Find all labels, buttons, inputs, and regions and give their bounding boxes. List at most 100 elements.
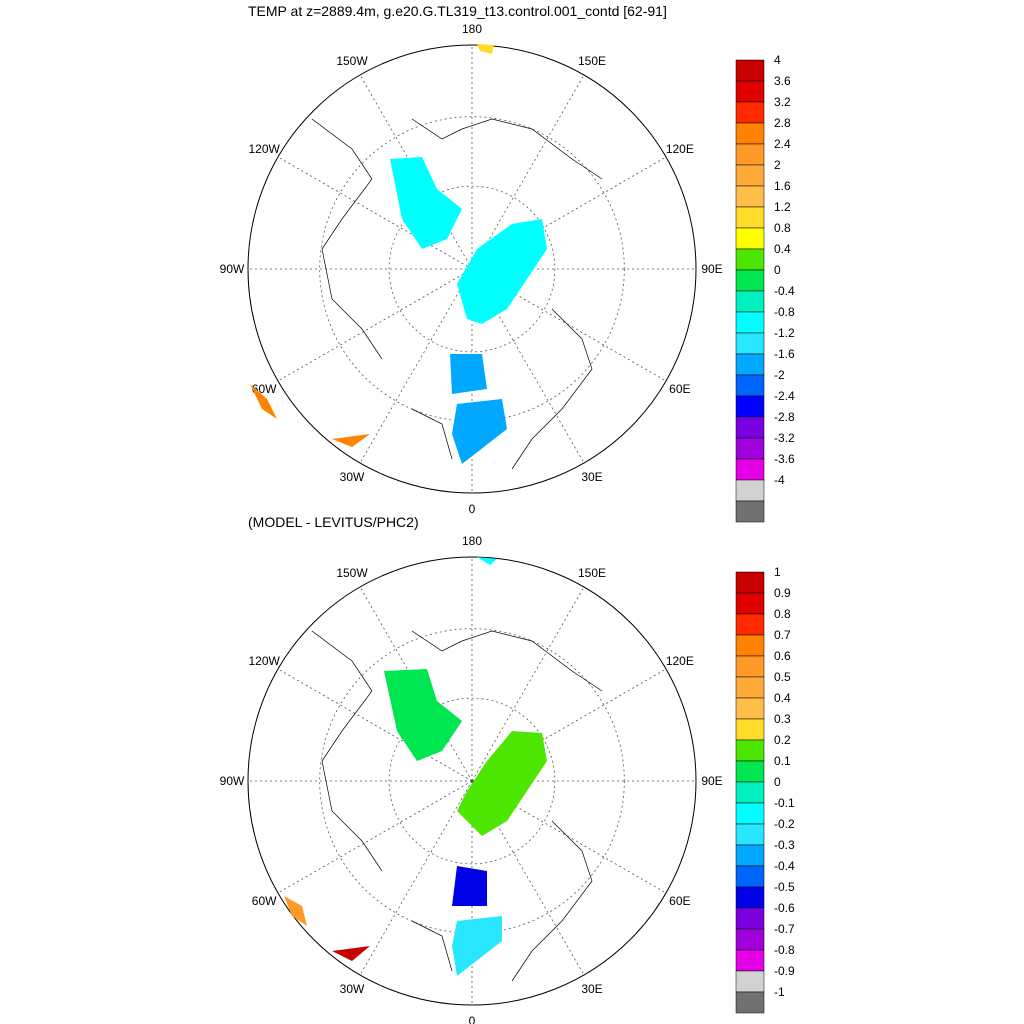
meridian-line <box>471 586 585 782</box>
colorbar-swatch <box>735 437 765 460</box>
colorbar-label: 0.4 <box>774 242 791 256</box>
longitude-label: 150E <box>578 566 606 580</box>
longitude-label: 60W <box>252 894 277 908</box>
colorbar-label: -0.1 <box>774 796 795 810</box>
colorbar-label: 1.6 <box>774 179 791 193</box>
colorbar-swatch <box>735 991 765 1014</box>
colorbar-swatch <box>735 290 765 313</box>
coastline <box>411 630 603 692</box>
meridian-line <box>471 156 667 270</box>
meridian-line <box>471 780 667 894</box>
colorbar-label: -0.4 <box>774 284 795 298</box>
longitude-label: 150E <box>578 54 606 68</box>
colorbar-label: 0.1 <box>774 754 791 768</box>
map-boundary <box>247 44 697 494</box>
colorbar-swatch <box>735 416 765 439</box>
data-region <box>452 866 487 906</box>
meridian-line <box>277 268 473 382</box>
meridian-line <box>471 780 585 976</box>
colorbar-label: 0 <box>774 263 781 277</box>
longitude-label: 90E <box>701 262 722 276</box>
coastline <box>511 820 593 982</box>
colorbar-swatch <box>735 571 765 594</box>
panel-1-title: TEMP at z=2889.4m, g.e20.G.TL319_t13.con… <box>248 3 667 19</box>
colorbar-swatch <box>735 479 765 502</box>
latitude-circle <box>388 185 556 353</box>
latitude-circle <box>319 116 625 422</box>
colorbar-label: 0.4 <box>774 691 791 705</box>
data-region <box>332 946 370 961</box>
colorbar-label: 0.8 <box>774 221 791 235</box>
coastline <box>311 630 383 872</box>
colorbar-swatch <box>735 907 765 930</box>
colorbar-label: 0.3 <box>774 712 791 726</box>
colorbar-swatch <box>735 613 765 636</box>
colorbar-swatch <box>735 592 765 615</box>
data-region <box>390 157 462 249</box>
colorbar-swatch <box>735 248 765 271</box>
colorbar-label: -1.6 <box>774 347 795 361</box>
colorbar-swatch <box>735 269 765 292</box>
colorbar-swatch <box>735 928 765 951</box>
longitude-label: 180 <box>462 22 482 36</box>
longitude-label: 150W <box>336 566 368 580</box>
longitude-label: 120W <box>248 142 280 156</box>
panel-1-colorbar: 4 3.6 3.2 2.8 2.4 2 1.6 1.2 0.8 0.4 0 -0.4 -0.8 -1.2 -… <box>735 53 795 523</box>
colorbar-swatch <box>735 970 765 993</box>
longitude-label: 120W <box>248 654 280 668</box>
colorbar-label: -0.3 <box>774 838 795 852</box>
colorbar-swatch <box>735 122 765 145</box>
data-region <box>457 731 547 836</box>
data-region <box>477 44 494 54</box>
colorbar-label: -0.6 <box>774 901 795 915</box>
meridian-line <box>359 780 473 976</box>
data-region <box>332 434 370 447</box>
meridian-line <box>471 268 667 382</box>
colorbar-label: 0.6 <box>774 649 791 663</box>
colorbar-label: -0.4 <box>774 859 795 873</box>
colorbar-label: -0.7 <box>774 922 795 936</box>
colorbar-label: -1.2 <box>774 326 795 340</box>
colorbar-swatch <box>735 865 765 888</box>
colorbar-swatch <box>735 760 765 783</box>
coastline <box>311 118 383 360</box>
colorbar-label: 0.8 <box>774 607 791 621</box>
colorbar-swatch <box>735 101 765 124</box>
colorbar-label: 0.7 <box>774 628 791 642</box>
meridian-line <box>471 668 667 782</box>
colorbar-label: 0 <box>774 775 781 789</box>
panel-2-map: 180 150E 120E 90E 60E 30E 0 30W 60W 90W 120W 150W <box>220 534 723 1024</box>
colorbar-label: -0.9 <box>774 964 795 978</box>
longitude-label: 150W <box>336 54 368 68</box>
data-region <box>384 669 462 761</box>
colorbar-swatch <box>735 655 765 678</box>
colorbar-swatch <box>735 886 765 909</box>
coastline <box>411 118 603 180</box>
coastline <box>411 920 453 972</box>
colorbar-label: 2 <box>774 158 781 172</box>
colorbar-label: 1 <box>774 565 781 579</box>
data-region <box>452 399 507 464</box>
colorbar-label: -0.2 <box>774 817 795 831</box>
longitude-label: 30W <box>340 982 365 996</box>
colorbar-swatch <box>735 353 765 376</box>
colorbar-label: -3.2 <box>774 431 795 445</box>
map-boundary <box>247 556 697 1006</box>
longitude-label: 90W <box>220 262 245 276</box>
longitude-label: 30E <box>581 470 602 484</box>
longitude-label: 0 <box>469 502 476 516</box>
colorbar-label: -2.4 <box>774 389 795 403</box>
colorbar-label: -4 <box>774 473 785 487</box>
colorbar-swatch <box>735 949 765 972</box>
data-region <box>284 896 307 926</box>
coastline <box>411 408 453 460</box>
colorbar-label: 0.9 <box>774 586 791 600</box>
colorbar-label: -0.5 <box>774 880 795 894</box>
data-region <box>452 916 502 976</box>
meridian-line <box>471 74 585 270</box>
data-region <box>457 219 547 324</box>
panel-2-colorbar: 1 0.9 0.8 0.7 0.6 0.5 0.4 0.3 0.2 0.1 0 -0.1 -0.2 -0.… <box>735 565 795 1014</box>
longitude-label: 60E <box>669 894 690 908</box>
colorbar-swatch <box>735 311 765 334</box>
